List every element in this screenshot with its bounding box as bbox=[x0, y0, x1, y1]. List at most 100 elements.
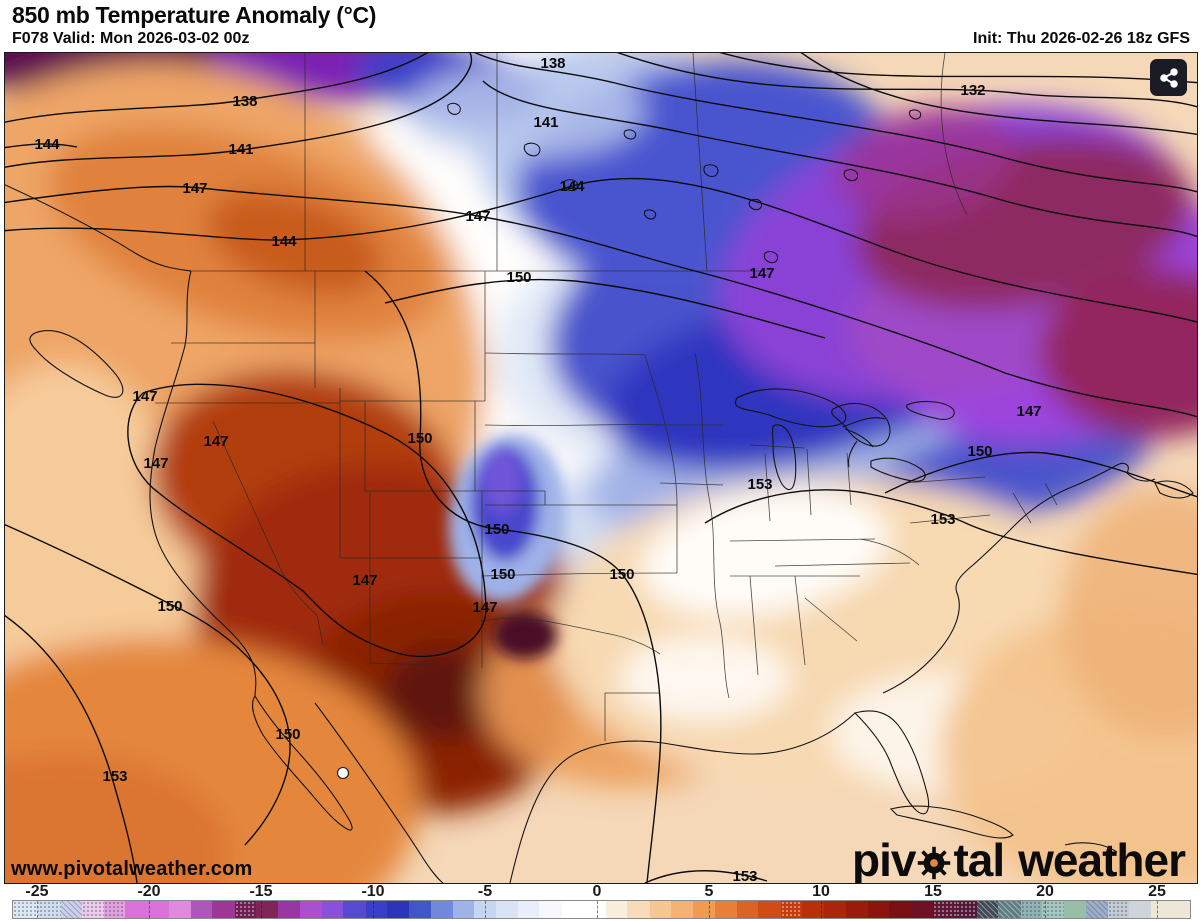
colorbar-segment bbox=[933, 901, 956, 918]
colorbar-segment bbox=[539, 901, 562, 918]
colorbar-segment bbox=[212, 901, 235, 918]
share-button[interactable] bbox=[1150, 59, 1187, 96]
colorbar-segment bbox=[300, 901, 322, 918]
contour-label: 150 bbox=[407, 430, 432, 447]
colorbar-segment bbox=[365, 901, 388, 918]
contour-label: 147 bbox=[472, 599, 497, 616]
anomaly-field-blobs bbox=[5, 53, 1197, 883]
colorbar-segment bbox=[13, 901, 40, 918]
colorbar-tick-mark bbox=[36, 901, 38, 918]
contour-label: 150 bbox=[157, 598, 182, 615]
colorbar-segment bbox=[802, 901, 824, 918]
contour-label: 147 bbox=[749, 265, 774, 282]
contour-label: 150 bbox=[275, 726, 300, 743]
colorbar-tick-label: 15 bbox=[924, 883, 942, 900]
colorbar-tick-mark bbox=[1157, 901, 1158, 918]
page-title: 850 mb Temperature Anomaly (°C) bbox=[12, 2, 377, 28]
colorbar-segment bbox=[496, 901, 518, 918]
colorbar-segment bbox=[125, 901, 170, 918]
colorbar-tick-mark bbox=[485, 901, 486, 918]
colorbar-segment bbox=[758, 901, 781, 918]
colorbar-tick-label: -20 bbox=[137, 883, 161, 900]
header: 850 mb Temperature Anomaly (°C) F078 Val… bbox=[0, 0, 1202, 52]
contour-label: 147 bbox=[352, 572, 377, 589]
colorbar-tick-label: -15 bbox=[249, 883, 273, 900]
colorbar-segment bbox=[1107, 901, 1130, 918]
colorbar bbox=[12, 900, 1191, 919]
contour-label: 147 bbox=[182, 180, 207, 197]
map-canvas: 132 138 138 141 141 144 144 144 147 147 147 147 147 1… bbox=[5, 53, 1197, 883]
colorbar-segment bbox=[103, 901, 126, 918]
colorbar-segment bbox=[846, 901, 868, 918]
contour-label: 153 bbox=[747, 476, 772, 493]
colorbar-tick-mark bbox=[261, 901, 262, 918]
colorbar-segment bbox=[780, 901, 803, 918]
colorbar-tick-mark bbox=[1045, 901, 1046, 918]
colorbar-segment bbox=[60, 901, 83, 918]
gear-icon bbox=[916, 845, 952, 881]
contour-label: 150 bbox=[506, 269, 531, 286]
colorbar-segment bbox=[1129, 901, 1151, 918]
valid-time-label: F078 Valid: Mon 2026-03-02 00z bbox=[12, 30, 250, 47]
colorbar-tick-mark bbox=[709, 901, 710, 918]
colorbar-segment bbox=[998, 901, 1021, 918]
height-contours bbox=[5, 53, 1197, 883]
logo-text-weather: weather bbox=[1018, 834, 1186, 884]
contour-label: 153 bbox=[930, 511, 955, 528]
colorbar-segment bbox=[692, 901, 716, 918]
colorbar-segment bbox=[431, 901, 453, 918]
contour-label: 147 bbox=[143, 455, 168, 472]
colorbar-segment bbox=[277, 901, 301, 918]
colorbar-segment bbox=[976, 901, 999, 918]
logo-text-piv: piv bbox=[851, 834, 916, 884]
colorbar-segment bbox=[955, 901, 977, 918]
contour-label: 138 bbox=[232, 93, 257, 110]
logo-text-tal: tal bbox=[953, 834, 1005, 884]
colorbar-segment bbox=[169, 901, 191, 918]
contour-label: 150 bbox=[484, 521, 509, 538]
colorbar-segment bbox=[911, 901, 934, 918]
contour-label: 147 bbox=[1016, 403, 1041, 420]
contour-label: 150 bbox=[490, 566, 515, 583]
contour-label: 141 bbox=[533, 114, 558, 131]
colorbar-segment bbox=[867, 901, 890, 918]
colorbar-segment bbox=[823, 901, 847, 918]
colorbar-segment bbox=[408, 901, 432, 918]
contour-label: 147 bbox=[132, 388, 157, 405]
contour-label: 153 bbox=[102, 768, 127, 785]
colorbar-segment bbox=[1063, 901, 1087, 918]
contour-label: 138 bbox=[540, 55, 565, 72]
pivotal-weather-logo: piv tal weather bbox=[851, 834, 1186, 884]
contour-label: 150 bbox=[609, 566, 634, 583]
colorbar-segment bbox=[605, 901, 628, 918]
contour-label: 144 bbox=[559, 178, 585, 195]
colorbar-segment bbox=[343, 901, 366, 918]
colorbar-tick-label: 0 bbox=[592, 883, 602, 900]
colorbar-segment bbox=[234, 901, 257, 918]
colorbar-segment bbox=[1042, 901, 1064, 918]
contour-label: 147 bbox=[465, 208, 490, 225]
colorbar-tick-mark bbox=[149, 901, 150, 918]
coastlines bbox=[5, 184, 1194, 883]
colorbar-tick-label: 10 bbox=[812, 883, 830, 900]
colorbar-segment bbox=[736, 901, 759, 918]
colorbar-tick-label: -5 bbox=[477, 883, 493, 900]
contour-label: 150 bbox=[967, 443, 992, 460]
canada-lakes bbox=[447, 102, 922, 264]
colorbar-tick-label: 20 bbox=[1036, 883, 1054, 900]
colorbar-segment bbox=[1150, 901, 1190, 918]
share-icon bbox=[1159, 67, 1178, 88]
colorbar-tick-labels: -25 -20 -15 -10 -5 0 5 10 15 20 25 bbox=[13, 883, 1190, 900]
colorbar-segment bbox=[82, 901, 104, 918]
contour-label: 147 bbox=[203, 433, 228, 450]
colorbar-tick-mark bbox=[373, 901, 374, 918]
colorbar-segment bbox=[715, 901, 737, 918]
weather-map: 132 138 138 141 141 144 144 144 147 147 147 147 147 1… bbox=[4, 52, 1198, 884]
contour-label: 144 bbox=[271, 233, 297, 250]
contour-label: 144 bbox=[34, 136, 60, 153]
colorbar-segment bbox=[1086, 901, 1108, 918]
state-borders bbox=[155, 53, 1058, 741]
colorbar-segment bbox=[190, 901, 213, 918]
colorbar-tick-label: -10 bbox=[361, 883, 385, 900]
colorbar-segment bbox=[584, 901, 606, 918]
